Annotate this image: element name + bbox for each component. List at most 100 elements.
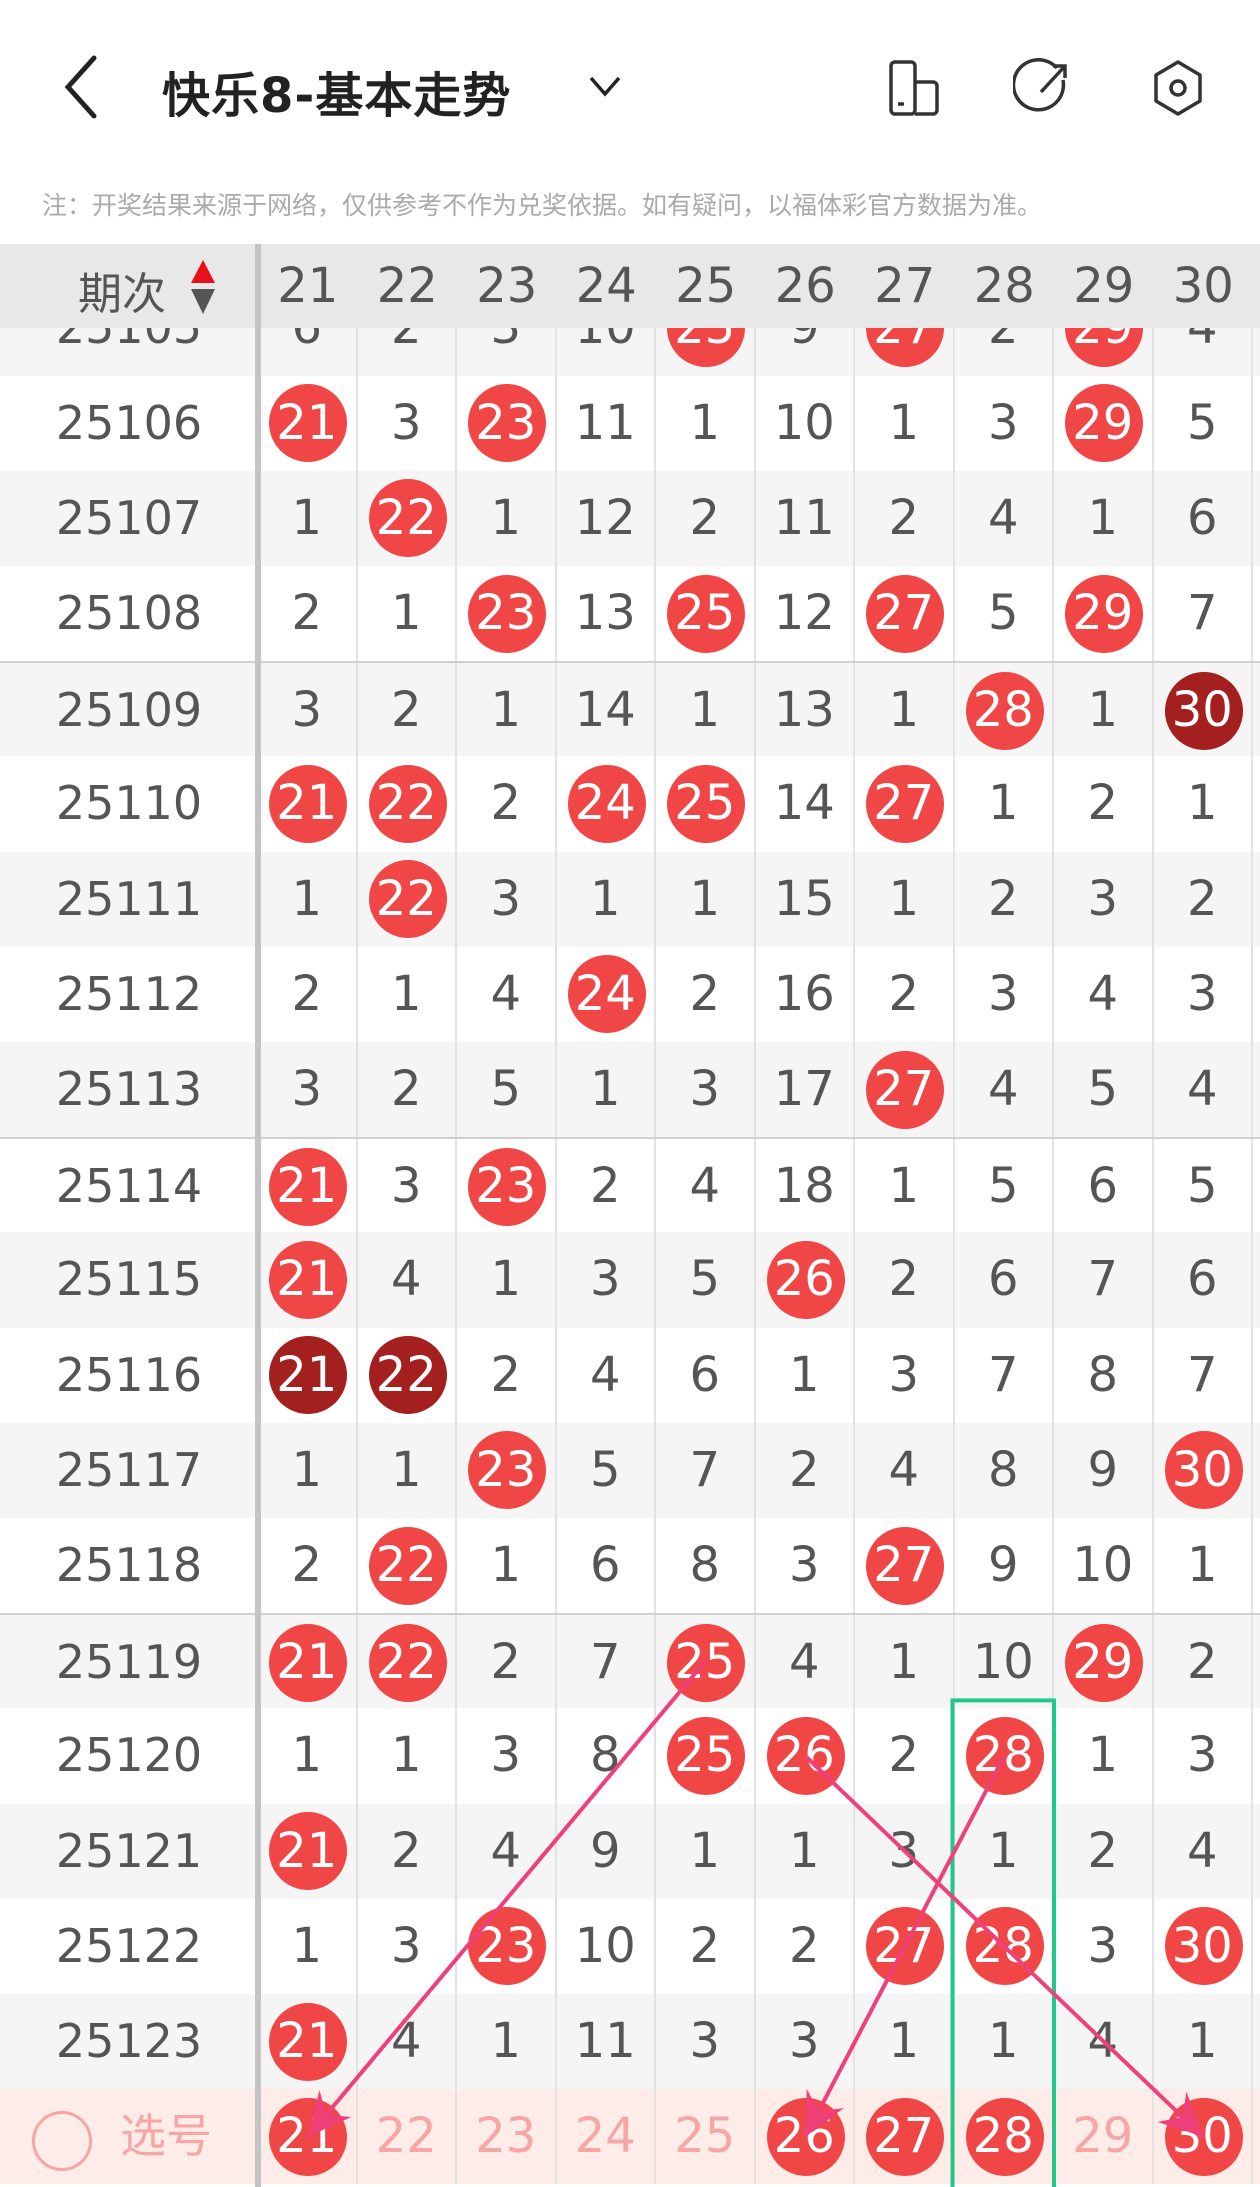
select-radio[interactable] [32, 2111, 92, 2172]
table-cell: 25 [656, 1615, 756, 1711]
table-cell: 23 [457, 566, 557, 662]
select-number-25[interactable]: 25 [656, 2089, 756, 2185]
table-cell: 4 [457, 1803, 557, 1899]
table-cell: 4 [955, 470, 1054, 566]
omission-count: 1 [888, 2013, 920, 2069]
table-cell: 16 [756, 946, 855, 1042]
hit-ball [667, 764, 745, 843]
table-cell: 27 [855, 1898, 955, 1994]
omission-count: 1 [1186, 775, 1218, 832]
table-cell: 3 [358, 375, 457, 471]
share-icon[interactable] [1013, 58, 1073, 118]
select-number-30[interactable]: 30 [1154, 2089, 1253, 2185]
omission-count: 1 [788, 1346, 820, 1403]
omission-count: 2 [788, 1917, 820, 1974]
omission-count: 1 [1087, 489, 1119, 546]
omission-count: 3 [390, 1917, 422, 1974]
table-cell: 2 [1154, 851, 1253, 947]
select-number-label: 26 [773, 2108, 835, 2165]
omission-count: 4 [689, 1158, 721, 1215]
table-cell: 26 [756, 1232, 855, 1328]
period-label: 25111 [55, 871, 203, 926]
select-number-22[interactable]: 22 [358, 2089, 457, 2185]
select-number-23[interactable]: 23 [457, 2089, 557, 2185]
table-cell: 28 [955, 1898, 1054, 1994]
drawn-number: 21 [276, 1158, 338, 1215]
table-cell: 1 [457, 1232, 557, 1328]
table-cell: 30 [1154, 1422, 1253, 1518]
omission-count: 1 [390, 965, 422, 1022]
drawn-number: 22 [375, 489, 437, 546]
page-title[interactable]: 快乐8-基本走势 [162, 68, 512, 124]
table-row: 25114 21 3 23 2 4 18 1 5 6 5 [0, 1137, 1260, 1235]
omission-count: 2 [689, 1917, 721, 1974]
omission-count: 1 [987, 2013, 1019, 2069]
drawn-number: 28 [972, 1917, 1034, 1974]
table-cell: 1 [855, 1139, 955, 1235]
omission-count: 11 [574, 394, 636, 451]
omission-count: 10 [972, 1634, 1034, 1691]
table-cell: 3 [358, 1139, 457, 1235]
table-cell: 4 [358, 1994, 457, 2090]
back-icon[interactable] [58, 52, 108, 122]
select-number-28[interactable]: 28 [955, 2089, 1054, 2185]
table-cell: 2 [557, 1139, 656, 1235]
table-row: 25117 1 1 23 5 7 2 4 8 9 30 [0, 1422, 1260, 1518]
drawn-number: 23 [475, 394, 537, 451]
hit-ball [468, 384, 546, 463]
device-icon[interactable] [885, 58, 945, 118]
omission-count: 5 [689, 1251, 721, 1308]
table-cell: 1 [1154, 756, 1253, 852]
table-cell: 6 [1154, 470, 1253, 566]
drawn-number: 27 [873, 1917, 935, 1974]
table-cell: 8 [955, 1422, 1054, 1518]
omission-count: 9 [987, 1537, 1019, 1593]
table-cell: 4 [1054, 1994, 1154, 2090]
select-number-21[interactable]: 21 [258, 2089, 358, 2185]
omission-count: 3 [987, 394, 1019, 451]
omission-count: 3 [390, 394, 422, 451]
table-cell: 5 [955, 566, 1054, 662]
table-cell: 3 [656, 1042, 756, 1138]
select-number-29[interactable]: 29 [1054, 2089, 1154, 2185]
omission-count: 4 [589, 1346, 621, 1403]
table-cell: 8 [656, 1518, 756, 1614]
omission-count: 2 [589, 1158, 621, 1215]
table-cell: 3 [457, 851, 557, 947]
hit-ball [269, 384, 347, 463]
table-cell: 1 [756, 1803, 855, 1899]
table-cell: 7 [656, 1422, 756, 1518]
select-number-26[interactable]: 26 [756, 2089, 855, 2185]
table-cell: 3 [756, 1994, 855, 2090]
period-label: 25112 [55, 966, 203, 1021]
omission-count: 16 [773, 965, 835, 1022]
omission-count: 2 [1087, 775, 1119, 832]
chevron-down-icon[interactable] [585, 66, 625, 106]
drawn-number: 23 [475, 1441, 537, 1498]
select-number-24[interactable]: 24 [557, 2089, 656, 2185]
settings-icon[interactable] [1148, 58, 1208, 118]
omission-count: 10 [574, 1917, 636, 1974]
table-cell: 3 [258, 663, 358, 759]
hit-ball [269, 764, 347, 843]
select-number-label: 29 [1072, 2108, 1134, 2165]
omission-count: 1 [788, 1822, 820, 1879]
table-cell: 21 [258, 375, 358, 471]
table-cell: 1 [656, 663, 756, 759]
select-number-27[interactable]: 27 [855, 2089, 955, 2185]
drawn-number: 22 [375, 1537, 437, 1593]
table-cell: 2 [855, 1232, 955, 1328]
repeat-hit-ball [368, 1336, 447, 1415]
omission-count: 1 [689, 1822, 721, 1879]
table-cell: 1 [656, 851, 756, 947]
table-cell: 12 [557, 470, 656, 566]
select-number-label: 24 [574, 2108, 636, 2165]
table-cell: 22 [358, 851, 457, 947]
drawn-number: 21 [276, 1634, 338, 1691]
table-cell: 7 [1054, 1232, 1154, 1328]
sort-icon[interactable] [190, 258, 216, 316]
hit-ball [368, 479, 447, 558]
drawn-number: 22 [375, 1346, 437, 1403]
select-label[interactable]: 选号 [120, 2109, 212, 2164]
table-cell: 22 [358, 1327, 457, 1423]
